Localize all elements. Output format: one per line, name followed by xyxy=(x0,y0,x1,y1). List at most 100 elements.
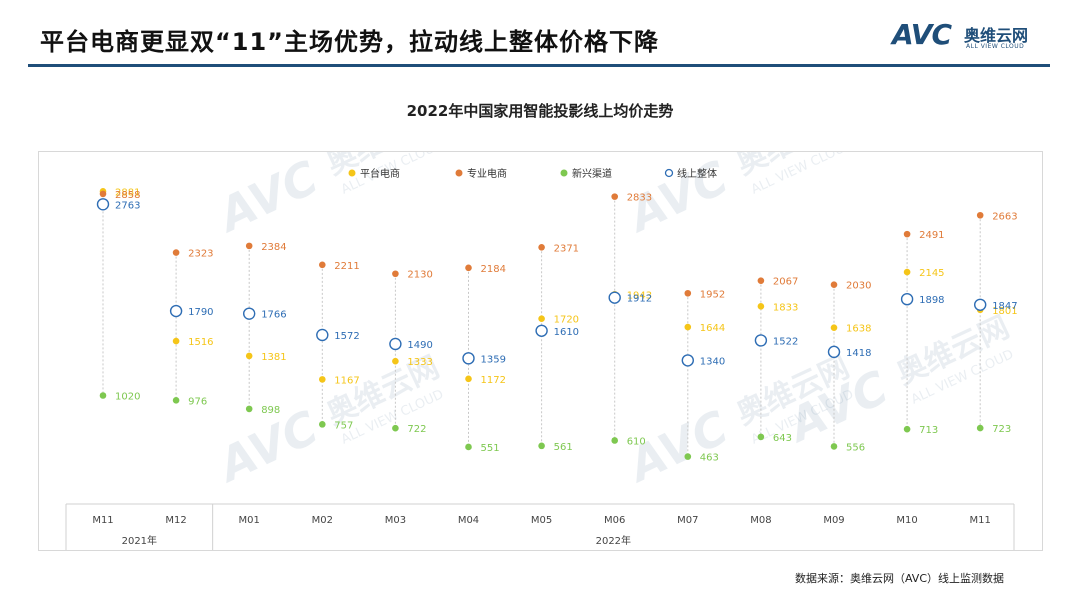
point-overall-2 xyxy=(242,307,256,320)
data-label-s0-12: 1801 xyxy=(992,306,1017,317)
category-label-9: M08 xyxy=(750,515,771,526)
point-s0-5 xyxy=(465,375,472,383)
data-label-s0-3: 1167 xyxy=(334,375,359,386)
data-label-s2-10: 556 xyxy=(846,442,865,453)
category-label-7: M06 xyxy=(604,515,625,526)
category-label-12: M11 xyxy=(970,515,991,526)
year-label-1: 2022年 xyxy=(596,534,631,547)
point-s1-12 xyxy=(976,211,984,219)
data-label-s0-10: 1638 xyxy=(846,324,871,335)
point-s2-9 xyxy=(757,433,765,441)
data-label-s3-11: 1898 xyxy=(919,295,944,306)
data-label-s2-9: 643 xyxy=(773,433,792,444)
logo-mark: AVC xyxy=(892,18,952,51)
point-overall-9 xyxy=(754,334,768,347)
data-label-s1-10: 2030 xyxy=(846,281,871,292)
point-s0-4 xyxy=(392,357,399,365)
point-s2-3 xyxy=(319,421,326,428)
point-overall-1 xyxy=(169,304,183,318)
point-s0-6 xyxy=(538,315,545,323)
data-label-s3-0: 2763 xyxy=(115,200,140,211)
legend-marker-2 xyxy=(560,169,568,177)
point-s2-4 xyxy=(392,424,399,432)
data-label-s3-5: 1359 xyxy=(481,354,506,365)
data-label-s2-6: 561 xyxy=(554,442,573,453)
category-label-0: M11 xyxy=(92,515,113,526)
data-label-s2-8: 463 xyxy=(700,453,719,464)
data-label-s0-2: 1381 xyxy=(261,352,286,363)
data-label-s3-9: 1522 xyxy=(773,336,798,347)
point-s1-2 xyxy=(245,242,253,250)
category-label-5: M04 xyxy=(458,515,479,526)
point-overall-4 xyxy=(389,337,402,351)
category-label-2: M01 xyxy=(239,515,260,526)
point-overall-6 xyxy=(535,324,548,337)
category-label-8: M07 xyxy=(677,515,698,526)
point-s0-3 xyxy=(319,376,326,383)
data-label-s3-3: 1572 xyxy=(334,331,359,342)
data-label-s1-2: 2384 xyxy=(261,242,286,253)
data-label-s2-12: 723 xyxy=(992,424,1011,435)
point-s2-7 xyxy=(611,437,618,444)
data-label-s2-7: 610 xyxy=(627,436,646,447)
point-s2-2 xyxy=(245,405,253,413)
data-label-s1-5: 2184 xyxy=(481,264,506,275)
header-rule xyxy=(28,64,1050,67)
point-s0-11 xyxy=(903,268,911,276)
data-label-s0-6: 1720 xyxy=(554,315,579,326)
category-label-3: M02 xyxy=(312,515,333,526)
category-label-1: M12 xyxy=(165,515,186,526)
data-label-s3-4: 1490 xyxy=(407,340,432,351)
year-label-0: 2021年 xyxy=(122,534,157,547)
data-label-s1-11: 2491 xyxy=(919,230,944,241)
legend-label-0: 平台电商 xyxy=(360,167,400,180)
point-s2-1 xyxy=(172,397,180,404)
point-s1-5 xyxy=(465,264,472,272)
data-label-s2-11: 713 xyxy=(919,425,938,436)
point-s2-0 xyxy=(99,392,107,399)
data-label-s3-2: 1766 xyxy=(261,310,286,321)
point-overall-7 xyxy=(608,291,621,304)
data-label-s0-1: 1516 xyxy=(188,337,213,348)
data-label-s0-0: 2881 xyxy=(115,187,140,198)
data-label-s1-6: 2371 xyxy=(554,243,579,254)
data-label-s2-2: 898 xyxy=(261,405,280,416)
legend-label-3: 线上整体 xyxy=(677,167,717,180)
point-s2-12 xyxy=(976,424,984,432)
data-label-s3-12: 1847 xyxy=(992,301,1017,312)
data-label-s0-5: 1172 xyxy=(481,375,506,386)
data-label-s3-7: 1912 xyxy=(627,294,652,305)
data-source-note: 数据来源：奥维云网（AVC）线上监测数据 xyxy=(794,572,1004,585)
data-label-s3-1: 1790 xyxy=(188,307,213,318)
data-label-s2-5: 551 xyxy=(481,443,500,454)
data-label-s1-12: 2663 xyxy=(992,211,1017,222)
category-label-10: M09 xyxy=(823,515,844,526)
data-label-s1-4: 2130 xyxy=(407,270,432,281)
point-s2-8 xyxy=(684,453,692,460)
watermark-mark: AVC xyxy=(208,152,326,243)
point-overall-12 xyxy=(974,298,987,311)
legend-label-2: 新兴渠道 xyxy=(572,167,612,180)
avc-logo: AVC 奥维云网 ALL VIEW CLOUD xyxy=(892,18,1052,56)
data-label-s1-0: 2858 xyxy=(115,190,140,201)
point-s1-11 xyxy=(903,230,911,238)
data-label-s0-8: 1644 xyxy=(700,323,725,334)
point-overall-11 xyxy=(900,292,914,306)
point-s1-0 xyxy=(99,190,107,198)
data-label-s0-11: 2145 xyxy=(919,268,944,279)
point-s1-8 xyxy=(684,289,692,297)
point-s2-5 xyxy=(465,443,472,451)
point-overall-10 xyxy=(827,345,841,359)
point-overall-5 xyxy=(462,352,475,365)
data-label-s2-3: 757 xyxy=(334,420,353,431)
page-title: 平台电商更显双“11”主场优势，拉动线上整体价格下降 xyxy=(40,28,659,56)
data-label-s3-8: 1340 xyxy=(700,356,725,367)
data-label-s1-1: 2323 xyxy=(188,249,213,260)
data-label-s0-9: 1833 xyxy=(773,302,798,313)
category-label-4: M03 xyxy=(385,515,406,526)
logo-cn-text: 奥维云网 xyxy=(964,26,1029,45)
